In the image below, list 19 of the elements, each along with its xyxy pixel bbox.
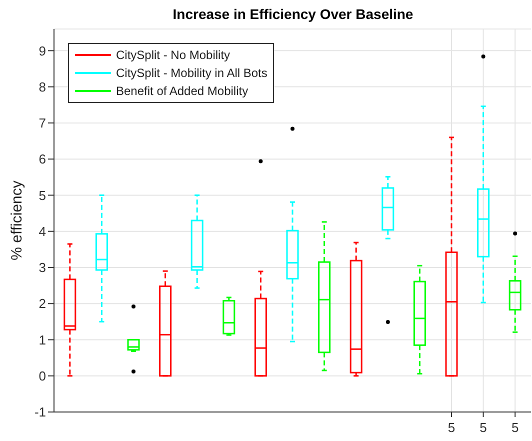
y-tick-label: 7 xyxy=(38,116,46,131)
x-tick-label: 5 xyxy=(480,420,487,435)
y-tick-label: 0 xyxy=(38,368,46,384)
y-tick-label: 5 xyxy=(38,188,46,203)
x-tick-label: 5 xyxy=(448,420,456,435)
legend-label: CitySplit - Mobility in All Bots xyxy=(116,66,268,80)
chart-title: Increase in Efficiency Over Baseline xyxy=(172,6,414,22)
y-tick-label: 6 xyxy=(38,152,46,167)
y-tick-label: 9 xyxy=(38,43,46,58)
legend-label: CitySplit - No Mobility xyxy=(116,48,230,62)
y-tick-label: 4 xyxy=(38,224,46,239)
x-tick-label: 5 xyxy=(511,420,519,435)
y-tick-label: 2 xyxy=(38,296,46,312)
y-axis-title: % efficiency xyxy=(8,180,26,260)
y-tick-label: 3 xyxy=(38,260,46,276)
legend-label: Benefit of Added Mobility xyxy=(116,84,248,98)
y-tick-label: -1 xyxy=(34,404,46,420)
y-tick-label: 1 xyxy=(38,332,46,348)
y-tick-label: 8 xyxy=(38,79,46,94)
